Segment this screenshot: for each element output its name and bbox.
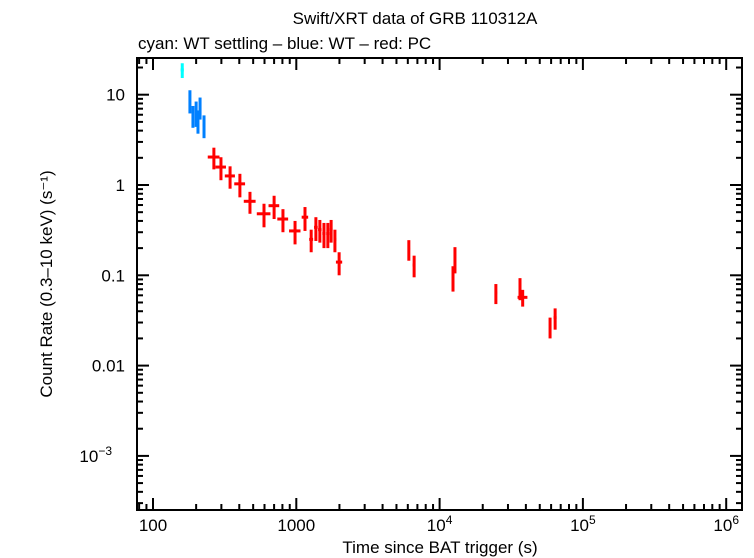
x-tick-label: 100 xyxy=(139,516,167,535)
data-point-wt xyxy=(196,110,200,134)
x-tick-label: 104 xyxy=(427,513,453,535)
data-point-pc xyxy=(207,147,220,170)
chart-subtitle: cyan: WT settling – blue: WT – red: PC xyxy=(138,34,431,53)
data-point-wt xyxy=(202,115,206,139)
data-point-pc xyxy=(322,222,326,249)
data-point-pc xyxy=(553,308,557,330)
chart-title: Swift/XRT data of GRB 110312A xyxy=(293,9,538,28)
data-point-pc xyxy=(289,220,301,245)
x-tick-label: 106 xyxy=(713,513,739,535)
x-tick-label: 105 xyxy=(570,513,596,535)
y-tick-label: 0.1 xyxy=(101,266,125,285)
data-point-pc xyxy=(318,219,322,243)
y-tick-label: 10 xyxy=(106,86,125,105)
data-point-pc xyxy=(412,255,416,278)
data-point-pc xyxy=(451,266,455,292)
y-tick-label: 1 xyxy=(116,176,125,195)
data-point-pc xyxy=(215,157,226,181)
y-tick-label: 10−3 xyxy=(79,444,112,466)
data-point-pc xyxy=(407,240,411,261)
x-axis-label: Time since BAT trigger (s) xyxy=(342,538,537,557)
data-point-pc xyxy=(256,203,271,228)
data-point-pc xyxy=(314,217,318,241)
data-point-pc xyxy=(494,284,498,305)
data-point-pc xyxy=(548,317,552,339)
data-point-pc xyxy=(309,229,314,253)
data-point-pc xyxy=(453,247,457,274)
data-point-pc xyxy=(243,191,256,214)
data-point-wt xyxy=(191,105,195,128)
data-point-pc xyxy=(333,229,337,253)
data-point-pc xyxy=(329,219,333,243)
data-point-pc xyxy=(517,289,528,307)
x-tick-label: 1000 xyxy=(277,516,315,535)
data-point-pc xyxy=(268,195,280,220)
y-tick-label: 0.01 xyxy=(92,357,125,376)
y-axis-label: Count Rate (0.3–10 keV) (s⁻¹) xyxy=(37,170,56,397)
data-point-pc xyxy=(326,222,330,249)
data-point-wt xyxy=(198,97,202,120)
data-point-pc xyxy=(335,252,343,276)
data-point-wt xyxy=(188,90,192,114)
data-point-pc xyxy=(224,166,235,189)
data-point-pc xyxy=(301,207,309,231)
data-point-pc xyxy=(234,173,246,198)
data-point-wt-settling xyxy=(180,63,184,79)
plot-frame xyxy=(136,57,743,511)
data-point-pc xyxy=(277,209,289,233)
